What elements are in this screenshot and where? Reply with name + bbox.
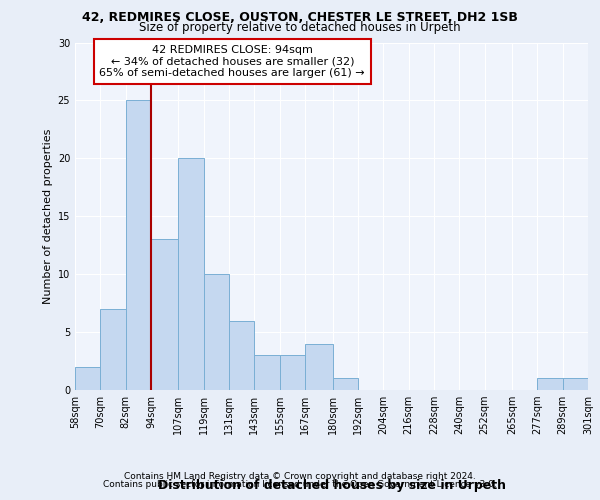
Bar <box>204 274 229 390</box>
Text: Contains public sector information licensed under the Open Government Licence v3: Contains public sector information licen… <box>103 480 497 489</box>
Text: 42 REDMIRES CLOSE: 94sqm
← 34% of detached houses are smaller (32)
65% of semi-d: 42 REDMIRES CLOSE: 94sqm ← 34% of detach… <box>100 45 365 78</box>
Bar <box>305 344 332 390</box>
Bar <box>75 367 100 390</box>
Bar <box>332 378 358 390</box>
Text: Contains HM Land Registry data © Crown copyright and database right 2024.: Contains HM Land Registry data © Crown c… <box>124 472 476 481</box>
Bar <box>280 355 305 390</box>
Bar <box>229 320 254 390</box>
Bar <box>563 378 588 390</box>
Bar <box>100 309 125 390</box>
Bar <box>151 240 178 390</box>
Bar <box>538 378 563 390</box>
Text: 42, REDMIRES CLOSE, OUSTON, CHESTER LE STREET, DH2 1SB: 42, REDMIRES CLOSE, OUSTON, CHESTER LE S… <box>82 11 518 24</box>
Y-axis label: Number of detached properties: Number of detached properties <box>43 128 53 304</box>
Text: Size of property relative to detached houses in Urpeth: Size of property relative to detached ho… <box>139 22 461 35</box>
X-axis label: Distribution of detached houses by size in Urpeth: Distribution of detached houses by size … <box>157 479 505 492</box>
Bar <box>254 355 280 390</box>
Bar <box>125 100 151 390</box>
Bar <box>178 158 204 390</box>
